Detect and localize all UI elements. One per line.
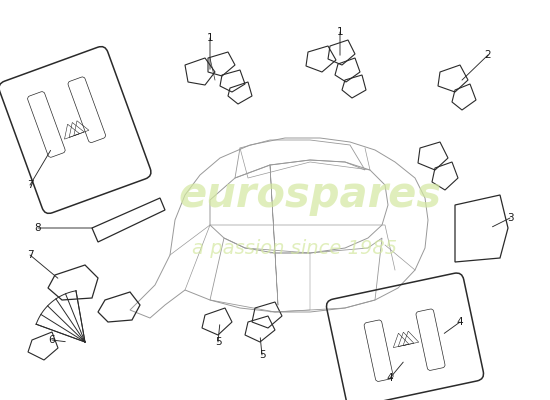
Text: 5: 5 <box>214 337 221 347</box>
Text: 1: 1 <box>207 33 213 43</box>
Text: 5: 5 <box>258 350 265 360</box>
Text: eurospares: eurospares <box>178 174 442 216</box>
Text: 7: 7 <box>27 180 34 190</box>
Text: 6: 6 <box>49 335 56 345</box>
Text: 4: 4 <box>456 317 463 327</box>
Text: 3: 3 <box>507 213 513 223</box>
Text: 8: 8 <box>35 223 41 233</box>
Text: 2: 2 <box>485 50 491 60</box>
Text: 4: 4 <box>387 373 393 383</box>
Text: 7: 7 <box>27 250 34 260</box>
Text: 1: 1 <box>337 27 343 37</box>
Text: a passion since 1985: a passion since 1985 <box>192 238 398 258</box>
